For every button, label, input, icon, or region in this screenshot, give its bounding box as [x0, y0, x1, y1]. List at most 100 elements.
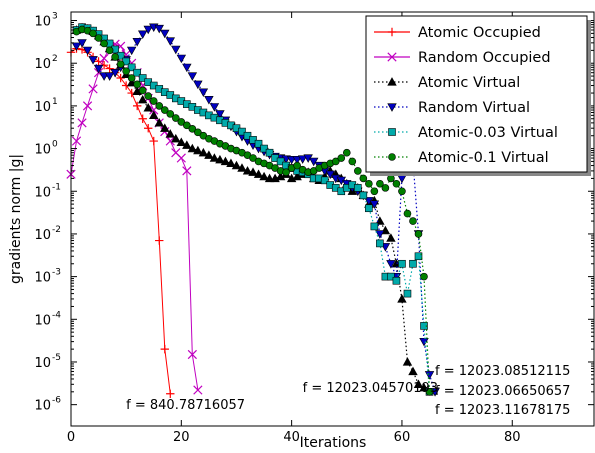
data-point — [149, 110, 159, 120]
data-point — [166, 389, 175, 398]
data-point — [110, 69, 120, 78]
data-point — [160, 123, 170, 132]
data-point — [409, 259, 417, 268]
data-point — [359, 191, 368, 200]
x-axis-label: Iterations — [300, 435, 367, 451]
data-point — [403, 209, 412, 218]
data-point — [188, 125, 197, 133]
data-point — [276, 157, 285, 166]
legend-marker — [387, 77, 397, 86]
data-point — [365, 179, 373, 188]
y-tick-label: 10 — [34, 185, 51, 200]
y-tick-label: 10 — [34, 228, 51, 243]
data-point — [342, 148, 351, 157]
y-tick-label: 10 — [34, 57, 51, 72]
y-tick-exponent: 2 — [52, 54, 58, 64]
y-tick-label: 10 — [34, 356, 51, 371]
data-point — [160, 29, 170, 39]
data-point — [172, 114, 180, 122]
data-point — [154, 118, 164, 127]
data-point — [365, 204, 373, 213]
data-point — [231, 160, 242, 170]
y-tick-exponent: 0 — [52, 140, 58, 150]
y-tick-exponent: -6 — [52, 396, 61, 406]
x-tick-label: 0 — [67, 430, 75, 445]
data-point — [325, 170, 335, 180]
data-point — [88, 56, 98, 65]
data-point — [193, 80, 203, 90]
data-point — [176, 54, 187, 64]
legend-item-atomic-0-1-virtual: Atomic-0.1 Virtual — [374, 150, 549, 166]
data-point — [398, 259, 406, 268]
data-point — [160, 106, 169, 114]
legend-marker — [388, 128, 396, 136]
data-point — [249, 154, 257, 162]
legend-marker — [388, 153, 396, 161]
value-annotation: f = 12023.04570193 — [303, 381, 438, 396]
data-point — [137, 30, 148, 39]
data-point — [177, 118, 186, 126]
data-point — [209, 103, 220, 112]
data-point — [143, 103, 153, 112]
data-point — [292, 155, 302, 165]
data-point — [93, 64, 104, 74]
data-point — [198, 147, 209, 157]
data-point — [176, 153, 186, 163]
data-point — [354, 184, 362, 192]
plot-frame — [70, 11, 595, 427]
data-point — [127, 63, 136, 72]
data-point — [265, 148, 274, 157]
data-point — [359, 174, 368, 183]
data-point — [387, 272, 395, 281]
legend: Atomic Occupied Random Occupied Atomic Vir… — [365, 15, 591, 176]
data-point — [149, 136, 158, 146]
data-point — [297, 155, 308, 164]
data-point — [187, 143, 198, 153]
data-point — [165, 129, 175, 138]
data-point — [259, 171, 269, 181]
y-tick-exponent: 1 — [52, 97, 58, 107]
data-point — [375, 230, 385, 239]
data-point — [143, 25, 153, 35]
legend-label: Atomic Occupied — [418, 25, 541, 41]
data-point — [253, 169, 264, 178]
data-point — [215, 154, 225, 164]
data-point — [138, 74, 147, 82]
data-point — [187, 72, 198, 81]
series-atomic-occupied — [66, 44, 175, 398]
data-point — [138, 86, 147, 95]
y-tick-label: 10 — [34, 399, 51, 414]
data-point — [82, 101, 93, 111]
data-point — [402, 357, 413, 366]
data-point — [220, 156, 231, 166]
data-point — [100, 39, 108, 48]
data-point — [127, 74, 136, 82]
y-tick-label: 10 — [34, 100, 51, 115]
data-point — [254, 139, 263, 148]
data-point — [398, 187, 406, 196]
data-point — [249, 136, 257, 144]
data-point — [209, 153, 220, 162]
x-tick-label: 20 — [173, 430, 190, 445]
data-point — [105, 46, 114, 55]
data-point — [133, 68, 141, 77]
y-tick-label: 10 — [34, 271, 51, 286]
data-point — [71, 42, 82, 52]
data-point — [397, 294, 407, 303]
data-point — [331, 157, 340, 166]
data-point — [144, 92, 153, 100]
data-point — [370, 187, 379, 196]
data-point — [166, 110, 175, 118]
data-point — [71, 136, 82, 146]
data-point — [238, 127, 246, 136]
data-point — [408, 366, 418, 376]
data-point — [176, 137, 187, 147]
y-tick-label: 10 — [34, 15, 51, 30]
data-point — [182, 63, 192, 73]
y-tick-exponent: -3 — [52, 268, 61, 278]
legend-label: Atomic-0.1 Virtual — [418, 150, 549, 166]
x-tick-label: 60 — [394, 430, 411, 445]
